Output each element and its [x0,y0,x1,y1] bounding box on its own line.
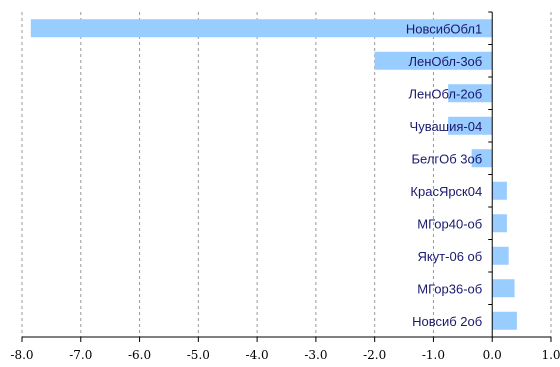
bar-7 [492,246,509,265]
x-tick-label-6: -2.0 [363,348,386,362]
category-label-4: БелгОб 3об [411,151,482,166]
bar-9 [492,311,517,330]
category-labels: НовсибОбл1 ЛенОбл-3об ЛенОбл-2об Чувашия-04… [406,21,482,329]
bar-6 [492,214,507,233]
x-tick-label-5: -3.0 [304,348,327,362]
category-label-2: ЛенОбл-2об [408,86,482,101]
x-tick-labels: -8.0 -7.0 -6.0 -5.0 -4.0 -3.0 -2.0 -1.0 0.0 1.0 [10,348,560,362]
category-label-0: НовсибОбл1 [406,21,482,36]
category-label-7: Якут-06 об [417,249,482,264]
category-label-6: МГор40-об [417,216,482,231]
bars [30,19,517,330]
x-tick-label-2: -6.0 [128,348,151,362]
x-tick-label-3: -5.0 [187,348,210,362]
bar-8 [492,279,515,298]
category-label-1: ЛенОбл-3об [408,54,482,69]
category-label-8: МГор36-об [417,281,482,296]
category-label-9: Новсиб 2об [412,314,482,329]
bar-0 [30,19,493,38]
x-tick-label-0: -8.0 [10,348,33,362]
bar-2 [448,84,493,103]
axes [21,11,552,342]
x-tick-label-7: -1.0 [422,348,445,362]
category-label-5: КрасЯрск04 [410,184,482,199]
x-tick-label-8: 0.0 [483,348,502,362]
x-tick-label-9: 1.0 [541,348,560,362]
bar-1 [374,51,493,70]
bar-5 [492,181,507,200]
x-tick-label-4: -4.0 [246,348,269,362]
bar-3 [448,116,493,135]
x-tick-label-1: -7.0 [69,348,92,362]
bar-4 [471,149,493,168]
category-label-3: Чувашия-04 [410,119,483,134]
